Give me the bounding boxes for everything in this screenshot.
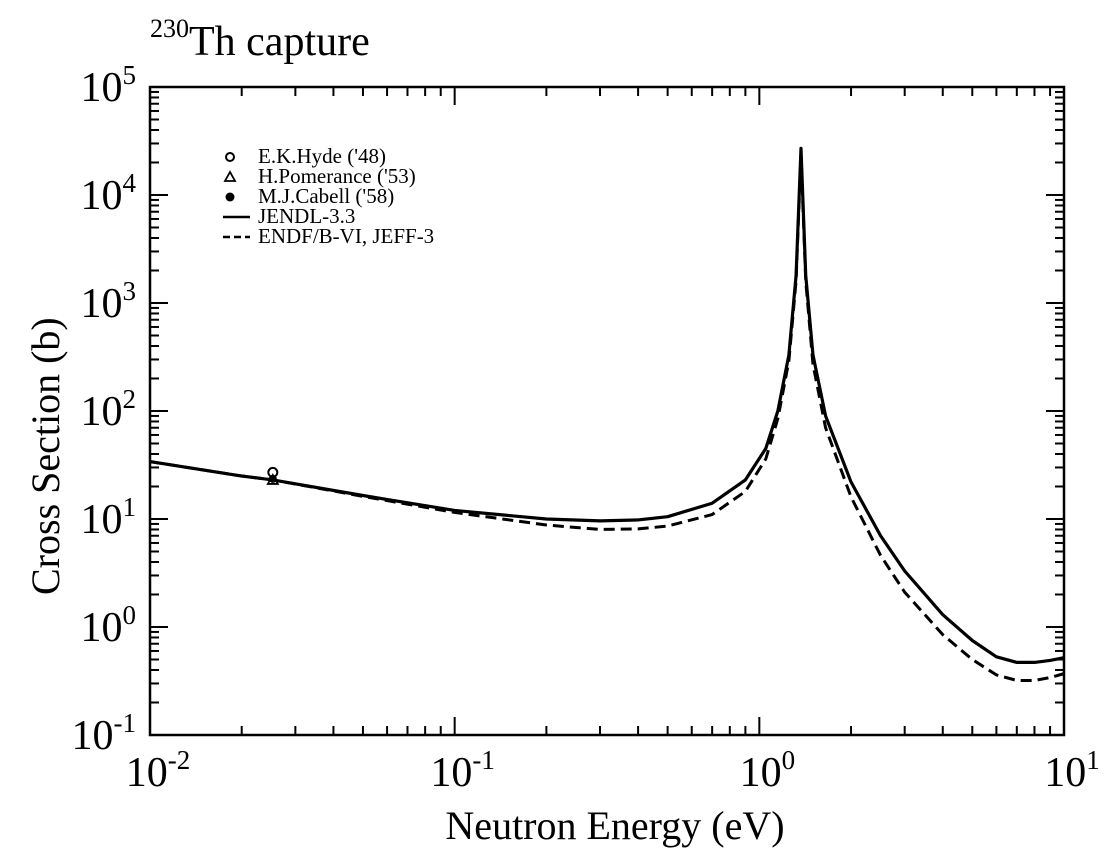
legend-label: ENDF/B-VI, JEFF-3 [258, 224, 434, 248]
y-tick-label: 103 [81, 276, 137, 327]
x-tick-label-exponent: 1 [1086, 745, 1100, 775]
y-tick-label-base: 10 [72, 713, 114, 759]
y-tick-label-base: 10 [81, 497, 123, 543]
plot-frame [148, 85, 1066, 737]
marks-layer [149, 146, 1065, 682]
y-tick-label: 102 [81, 384, 137, 435]
legend-label: JENDL-3.3 [258, 204, 355, 228]
y-tick-label-exponent: 3 [123, 276, 137, 306]
x-tick-label: 10-1 [430, 745, 495, 796]
legend-layer: E.K.Hyde ('48)H.Pomerance ('53)M.J.Cabel… [223, 144, 434, 248]
y-axis-label: Cross Section (b) [23, 317, 68, 595]
y-tick-label-base: 10 [81, 389, 123, 435]
y-tick-label-exponent: 5 [123, 60, 137, 90]
x-tick-label-base: 10 [1044, 750, 1086, 796]
x-axis-label: Neutron Energy (eV) [445, 803, 785, 848]
y-tick-label-base: 10 [81, 173, 123, 219]
y-tick-label: 101 [81, 492, 137, 543]
x-tick-label-base: 10 [126, 750, 168, 796]
legend-label: E.K.Hyde ('48) [258, 144, 386, 168]
legend-marker-triangle [223, 170, 237, 182]
x-tick-label: 10-2 [126, 745, 191, 796]
legend-marker-filled-circle [225, 192, 235, 202]
title-text: Th capture [189, 19, 370, 65]
legend-marker-open-circle [225, 152, 235, 162]
y-tick-label-base: 10 [81, 281, 123, 327]
x-tick-label: 101 [1044, 745, 1100, 796]
y-tick-label-exponent: 4 [123, 168, 137, 198]
y-tick-label-base: 10 [81, 605, 123, 651]
legend-label: M.J.Cabell ('58) [258, 184, 394, 208]
x-tick-label-exponent: -2 [168, 745, 191, 775]
x-tick-label-base: 10 [740, 750, 782, 796]
x-tick-label-base: 10 [430, 750, 472, 796]
chart-title: 230Th capture [150, 14, 370, 66]
y-tick-label: 105 [81, 60, 137, 111]
y-tick-label: 10-1 [72, 708, 137, 759]
title-mass-number: 230 [150, 14, 189, 43]
y-tick-label-exponent: 2 [123, 384, 137, 414]
y-tick-label-exponent: 1 [123, 492, 137, 522]
x-tick-label: 100 [740, 745, 796, 796]
y-tick-label-exponent: 0 [123, 600, 137, 630]
x-tick-label-exponent: 0 [782, 745, 796, 775]
x-tick-label-exponent: -1 [472, 745, 495, 775]
series-line-endf [149, 152, 1065, 682]
legend-label: H.Pomerance ('53) [258, 164, 416, 188]
y-tick-label-base: 10 [81, 65, 123, 111]
y-tick-label: 100 [81, 600, 137, 651]
y-tick-label-exponent: -1 [114, 708, 137, 738]
y-tick-label: 104 [81, 168, 137, 219]
